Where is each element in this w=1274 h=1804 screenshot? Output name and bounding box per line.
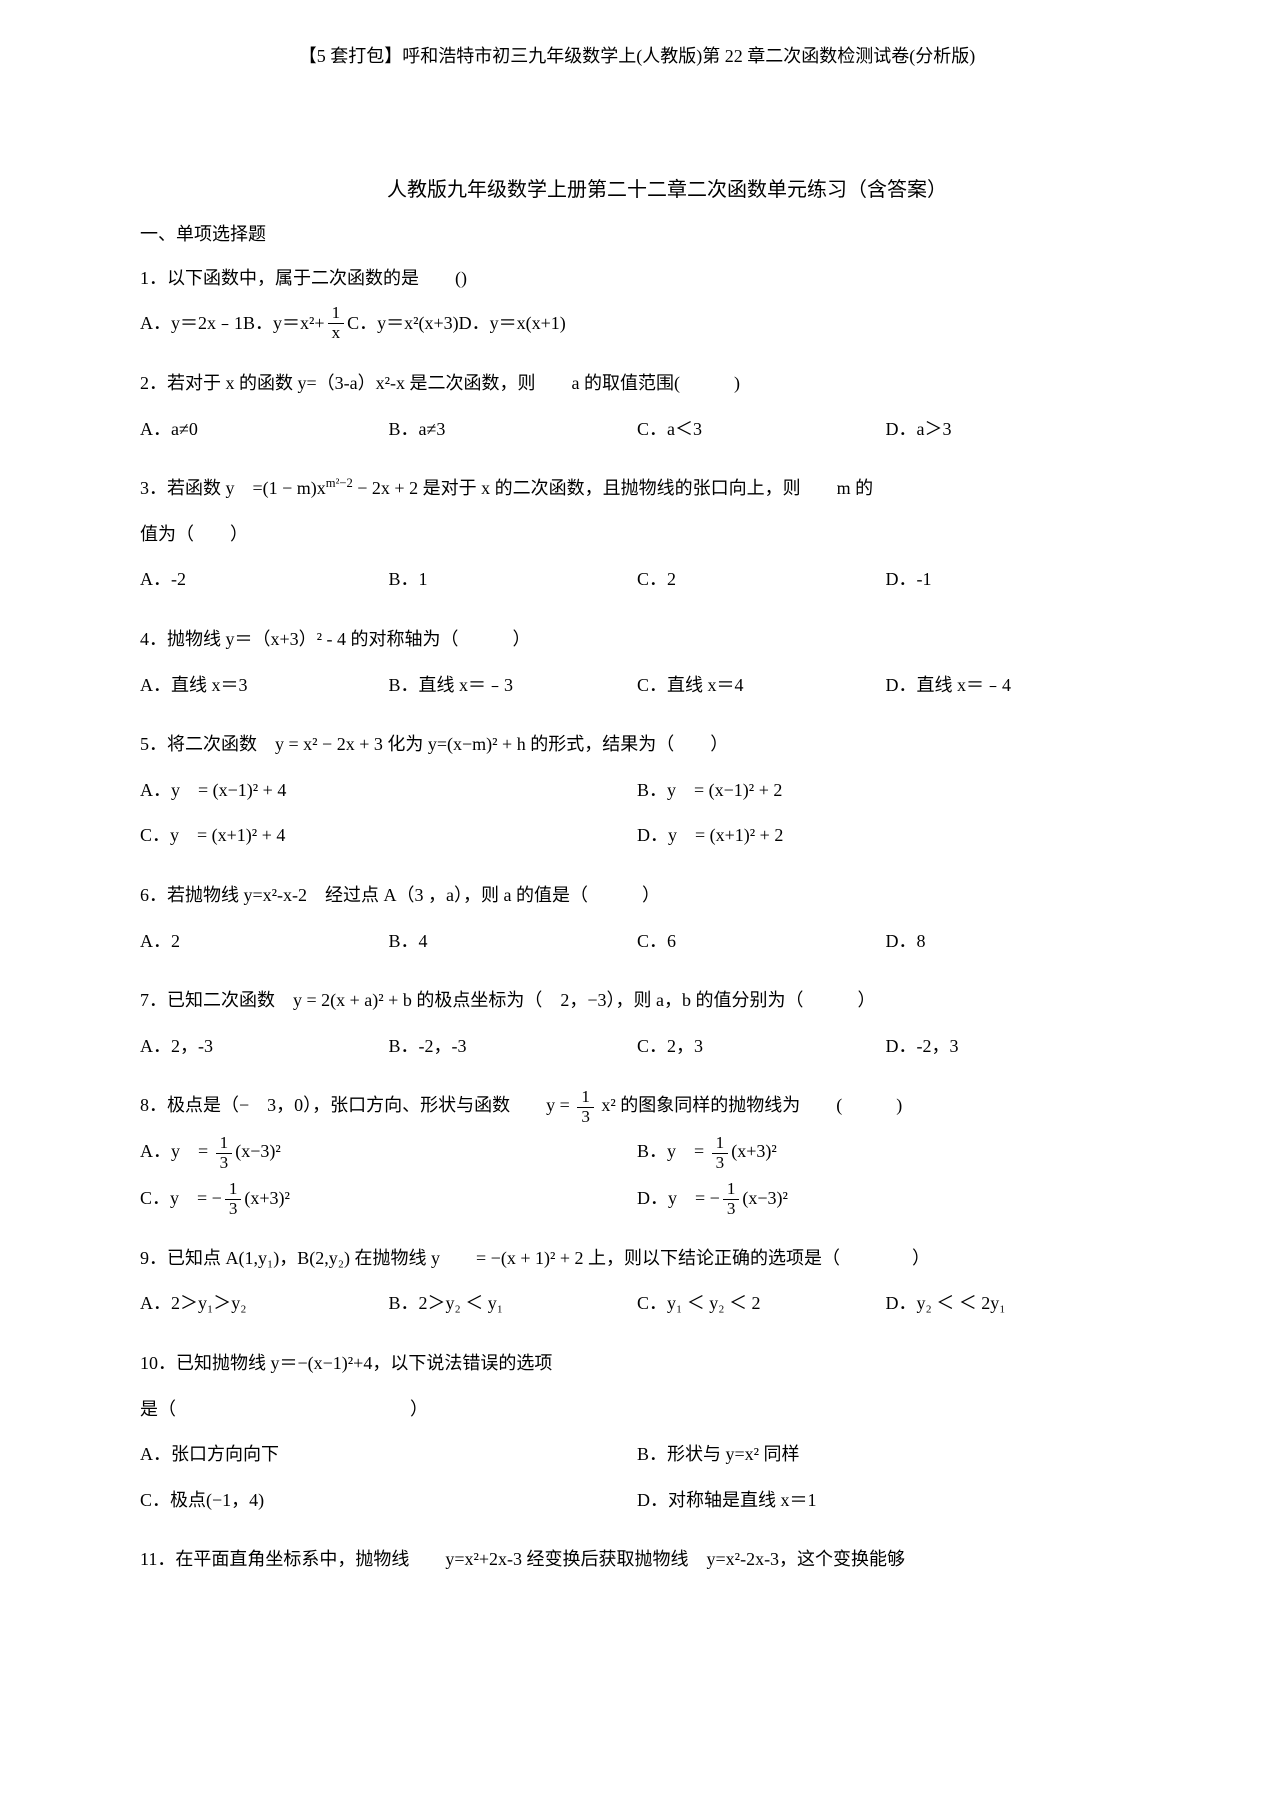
q2-option-a: A．a≠0 [140, 410, 389, 450]
question-1: 1．以下函数中，属于二次函数的是 () A．y＝2x﹣1 B．y＝x²+ 1 x… [140, 259, 1134, 344]
q6-option-d: D．8 [886, 922, 1135, 962]
question-8: 8．极点是（− 3，0），张口方向、形状与函数 y = 13 x² 的图象同样的… [140, 1086, 1134, 1219]
q6-option-b: B．4 [389, 922, 638, 962]
q4-option-b: B．直线 x＝﹣3 [389, 666, 638, 706]
q1-option-c: C．y＝x²(x+3) [347, 304, 459, 344]
q4-option-c: C．直线 x＝4 [637, 666, 886, 706]
q4-option-d: D．直线 x＝﹣4 [886, 666, 1135, 706]
q8-text: 8．极点是（− 3，0），张口方向、形状与函数 y = 13 x² 的图象同样的… [140, 1086, 1134, 1126]
q1-option-d: D．y＝x(x+1) [459, 304, 566, 344]
q1-option-b: B．y＝x²+ [243, 304, 325, 344]
page-header: 【5 套打包】呼和浩特市初三九年级数学上(人教版)第 22 章二次函数检测试卷(… [140, 40, 1134, 72]
q1-b-fraction: 1 x [328, 304, 345, 344]
question-9: 9．已知点 A(1,y₁)，B(2,y₂) 在抛物线 y = −(x + 1)²… [140, 1239, 1134, 1324]
q6-option-a: A．2 [140, 922, 389, 962]
q2-option-b: B．a≠3 [389, 410, 638, 450]
q1-option-a: A．y＝2x﹣1 [140, 304, 243, 344]
q3-option-d: D．-1 [886, 560, 1135, 600]
q5-text: 5．将二次函数 y = x² − 2x + 3 化为 y=(x−m)² + h … [140, 725, 1134, 765]
q11-text: 11．在平面直角坐标系中，抛物线 y=x²+2x-3 经变换后获取抛物线 y=x… [140, 1540, 1134, 1580]
q4-option-a: A．直线 x＝3 [140, 666, 389, 706]
q9-option-a: A．2＞y₁＞y₂ [140, 1284, 389, 1324]
q5-option-d: D．y = (x+1)² + 2 [637, 816, 1134, 856]
q10-text2: 是（ ） [140, 1390, 1134, 1430]
q10-text1: 10．已知抛物线 y＝−(x−1)²+4，以下说法错误的选项 [140, 1344, 1134, 1384]
question-4: 4．抛物线 y＝（x+3）² - 4 的对称轴为（ ） A．直线 x＝3 B．直… [140, 620, 1134, 705]
question-7: 7．已知二次函数 y = 2(x + a)² + b 的极点坐标为（ 2，−3）… [140, 981, 1134, 1066]
q3-option-b: B．1 [389, 560, 638, 600]
q3-option-c: C．2 [637, 560, 886, 600]
q9-option-b: B．2＞y₂ ＜ y₁ [389, 1284, 638, 1324]
main-title: 人教版九年级数学上册第二十二章二次函数单元练习（含答案） [140, 172, 1134, 208]
q5-option-c: C．y = (x+1)² + 4 [140, 816, 637, 856]
q2-option-d: D．a＞3 [886, 410, 1135, 450]
q7-text: 7．已知二次函数 y = 2(x + a)² + b 的极点坐标为（ 2，−3）… [140, 981, 1134, 1021]
q2-option-c: C．a＜3 [637, 410, 886, 450]
q8-option-b: B．y = 13(x+3)² [637, 1132, 1134, 1172]
q5-option-a: A．y = (x−1)² + 4 [140, 771, 637, 811]
q8-option-d: D．y = −13(x−3)² [637, 1179, 1134, 1219]
question-5: 5．将二次函数 y = x² − 2x + 3 化为 y=(x−m)² + h … [140, 725, 1134, 856]
q8-option-c: C．y = −13(x+3)² [140, 1179, 637, 1219]
section-title: 一、单项选择题 [140, 218, 1134, 250]
q6-text: 6．若抛物线 y=x²-x-2 经过点 A（3 ，a），则 a 的值是（ ） [140, 876, 1134, 916]
q5-option-b: B．y = (x−1)² + 2 [637, 771, 1134, 811]
question-3: 3．若函数 y =(1 − m)xm²−2 − 2x + 2 是对于 x 的二次… [140, 469, 1134, 600]
q8-option-a: A．y = 13(x−3)² [140, 1132, 637, 1172]
q10-option-d: D．对称轴是直线 x＝1 [637, 1481, 1134, 1521]
q2-text: 2．若对于 x 的函数 y=（3-a）x²-x 是二次函数，则 a 的取值范围(… [140, 364, 1134, 404]
q9-text: 9．已知点 A(1,y₁)，B(2,y₂) 在抛物线 y = −(x + 1)²… [140, 1239, 1134, 1279]
q6-option-c: C．6 [637, 922, 886, 962]
q7-option-d: D．-2，3 [886, 1027, 1135, 1067]
q10-option-b: B．形状与 y=x² 同样 [637, 1435, 1134, 1475]
question-6: 6．若抛物线 y=x²-x-2 经过点 A（3 ，a），则 a 的值是（ ） A… [140, 876, 1134, 961]
q4-text: 4．抛物线 y＝（x+3）² - 4 的对称轴为（ ） [140, 620, 1134, 660]
q9-option-d: D．y₂ ＜ ＜ 2y₁ [886, 1284, 1135, 1324]
q10-option-c: C．极点(−1，4) [140, 1481, 637, 1521]
question-10: 10．已知抛物线 y＝−(x−1)²+4，以下说法错误的选项 是（ ） A．张口… [140, 1344, 1134, 1520]
q3-option-a: A．-2 [140, 560, 389, 600]
q3-text: 3．若函数 y =(1 − m)xm²−2 − 2x + 2 是对于 x 的二次… [140, 469, 1134, 509]
q7-option-a: A．2，-3 [140, 1027, 389, 1067]
q3-text-cont: 值为（ ） [140, 515, 1134, 555]
q9-option-c: C．y₁ ＜ y₂ ＜ 2 [637, 1284, 886, 1324]
question-2: 2．若对于 x 的函数 y=（3-a）x²-x 是二次函数，则 a 的取值范围(… [140, 364, 1134, 449]
q7-option-c: C．2，3 [637, 1027, 886, 1067]
q1-text: 1．以下函数中，属于二次函数的是 () [140, 259, 1134, 299]
q7-option-b: B．-2，-3 [389, 1027, 638, 1067]
q10-option-a: A．张口方向向下 [140, 1435, 637, 1475]
question-11: 11．在平面直角坐标系中，抛物线 y=x²+2x-3 经变换后获取抛物线 y=x… [140, 1540, 1134, 1580]
